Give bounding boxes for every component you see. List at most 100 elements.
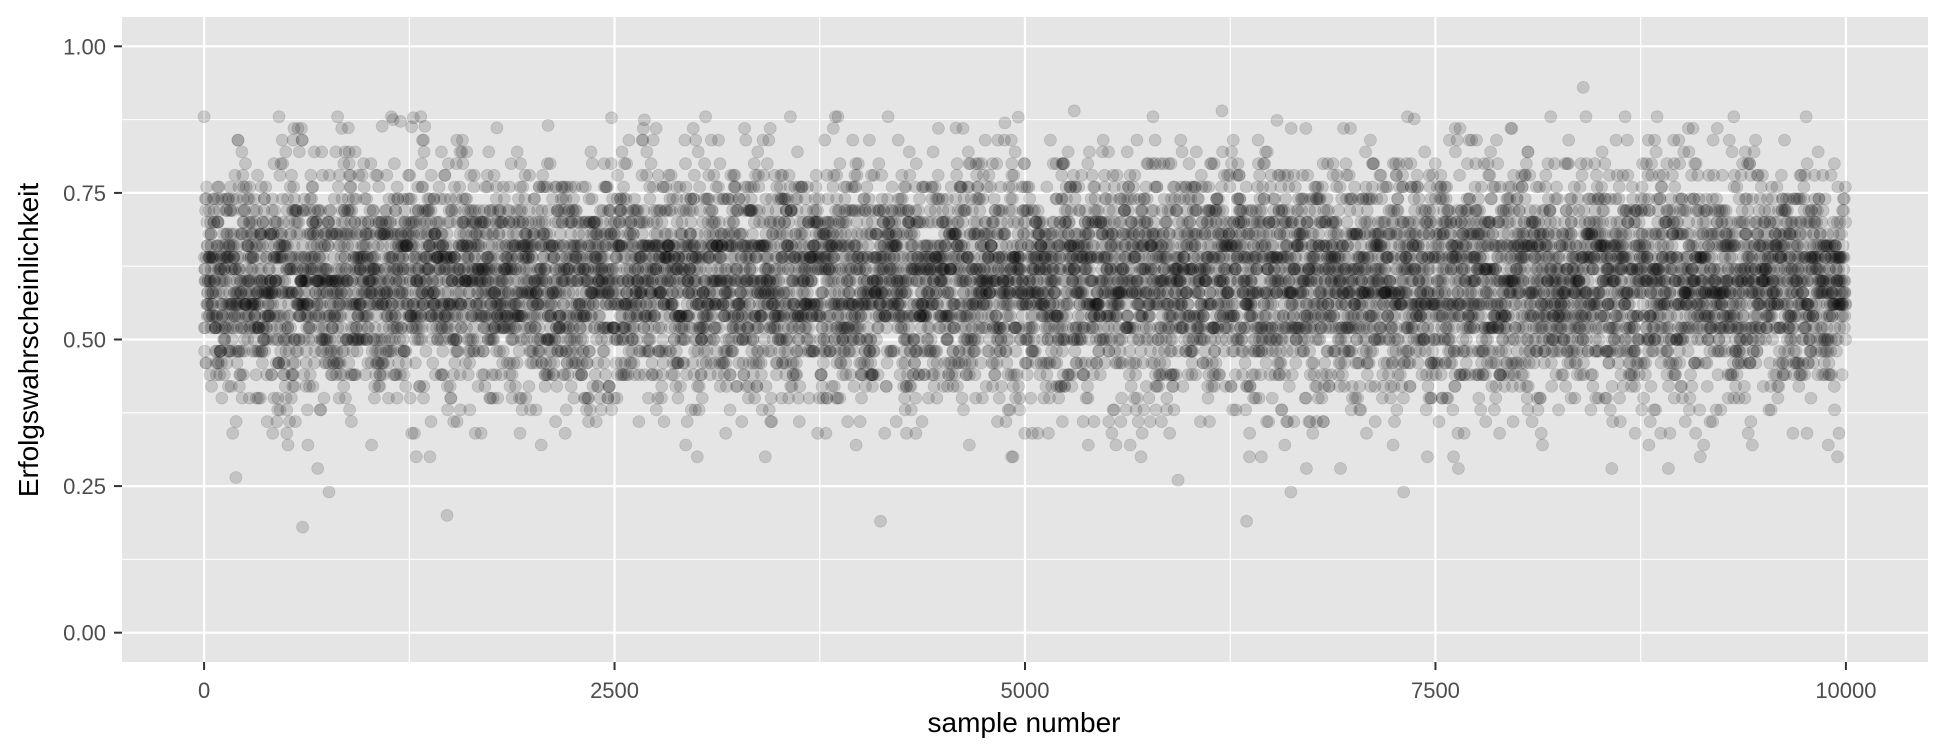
data-point	[324, 204, 337, 217]
data-point	[248, 321, 262, 335]
data-point	[256, 215, 270, 229]
data-point	[203, 250, 217, 264]
data-point	[826, 121, 840, 135]
data-point	[723, 403, 737, 417]
data-point	[655, 379, 669, 393]
data-point	[259, 309, 272, 323]
data-point	[679, 180, 693, 194]
data-point	[924, 333, 938, 346]
data-point	[218, 250, 232, 264]
data-point	[541, 119, 555, 132]
data-point	[258, 286, 272, 300]
data-point	[1009, 344, 1023, 358]
data-point	[268, 286, 282, 300]
data-point	[226, 239, 239, 253]
data-point	[712, 133, 725, 147]
data-point	[604, 157, 618, 171]
data-point	[419, 344, 433, 358]
data-point	[719, 356, 733, 370]
data-point	[900, 286, 914, 300]
data-point	[657, 415, 671, 429]
data-point	[315, 145, 329, 159]
data-point	[232, 379, 246, 393]
data-point	[220, 309, 234, 323]
data-point	[961, 145, 975, 159]
data-point	[909, 426, 923, 440]
data-point	[218, 321, 232, 335]
data-point	[231, 133, 245, 147]
data-point	[225, 297, 238, 311]
data-point	[233, 274, 247, 288]
data-point	[207, 215, 221, 229]
data-point	[264, 227, 278, 241]
data-point	[254, 227, 268, 241]
data-point	[463, 356, 477, 370]
data-point	[224, 227, 238, 241]
data-point	[247, 333, 261, 346]
data-point	[424, 204, 438, 217]
data-point	[200, 215, 214, 229]
data-point	[509, 379, 522, 393]
data-point	[455, 133, 469, 147]
data-point	[231, 250, 245, 264]
data-point	[698, 157, 711, 171]
data-point	[543, 227, 556, 241]
data-point	[684, 215, 698, 229]
data-point	[752, 180, 766, 194]
data-point	[227, 239, 241, 253]
data-point	[258, 192, 271, 206]
data-point	[235, 321, 249, 335]
data-point	[450, 333, 464, 346]
data-point	[233, 262, 247, 276]
data-point	[467, 168, 481, 182]
data-point	[209, 321, 223, 335]
data-point	[931, 168, 945, 182]
data-point	[998, 227, 1012, 241]
data-point	[250, 204, 264, 217]
data-point	[238, 333, 251, 346]
data-point	[691, 145, 705, 159]
data-point	[235, 145, 249, 159]
data-point	[928, 180, 942, 194]
data-point	[233, 368, 247, 382]
data-point	[213, 262, 227, 276]
data-point	[827, 379, 841, 393]
data-point	[213, 368, 227, 382]
data-point	[210, 344, 224, 358]
data-point	[269, 274, 283, 288]
data-point	[241, 239, 255, 253]
data-point	[424, 415, 438, 429]
data-point	[622, 133, 636, 147]
data-point	[460, 192, 474, 206]
data-point	[871, 368, 885, 382]
data-point	[249, 286, 263, 300]
data-point	[223, 297, 237, 311]
data-point	[424, 168, 438, 182]
data-point	[272, 110, 286, 124]
data-point	[216, 297, 230, 311]
data-point	[258, 309, 272, 323]
data-point	[210, 309, 224, 323]
data-point	[255, 344, 269, 358]
data-point	[815, 368, 828, 382]
data-point	[482, 145, 496, 159]
data-point	[242, 309, 256, 323]
data-point	[688, 168, 701, 182]
data-point	[237, 180, 250, 194]
data-point	[760, 157, 774, 171]
data-point	[245, 250, 259, 264]
data-point	[262, 286, 276, 300]
data-point	[221, 321, 235, 335]
data-point	[491, 391, 505, 405]
data-point	[408, 356, 422, 370]
data-point	[262, 227, 276, 241]
data-point	[784, 110, 797, 124]
data-point	[754, 356, 768, 370]
data-point	[224, 204, 238, 217]
data-point	[646, 133, 660, 147]
data-point	[230, 192, 244, 206]
data-point	[593, 309, 607, 323]
data-point	[284, 321, 298, 335]
data-point	[605, 111, 618, 125]
data-point	[875, 168, 889, 182]
